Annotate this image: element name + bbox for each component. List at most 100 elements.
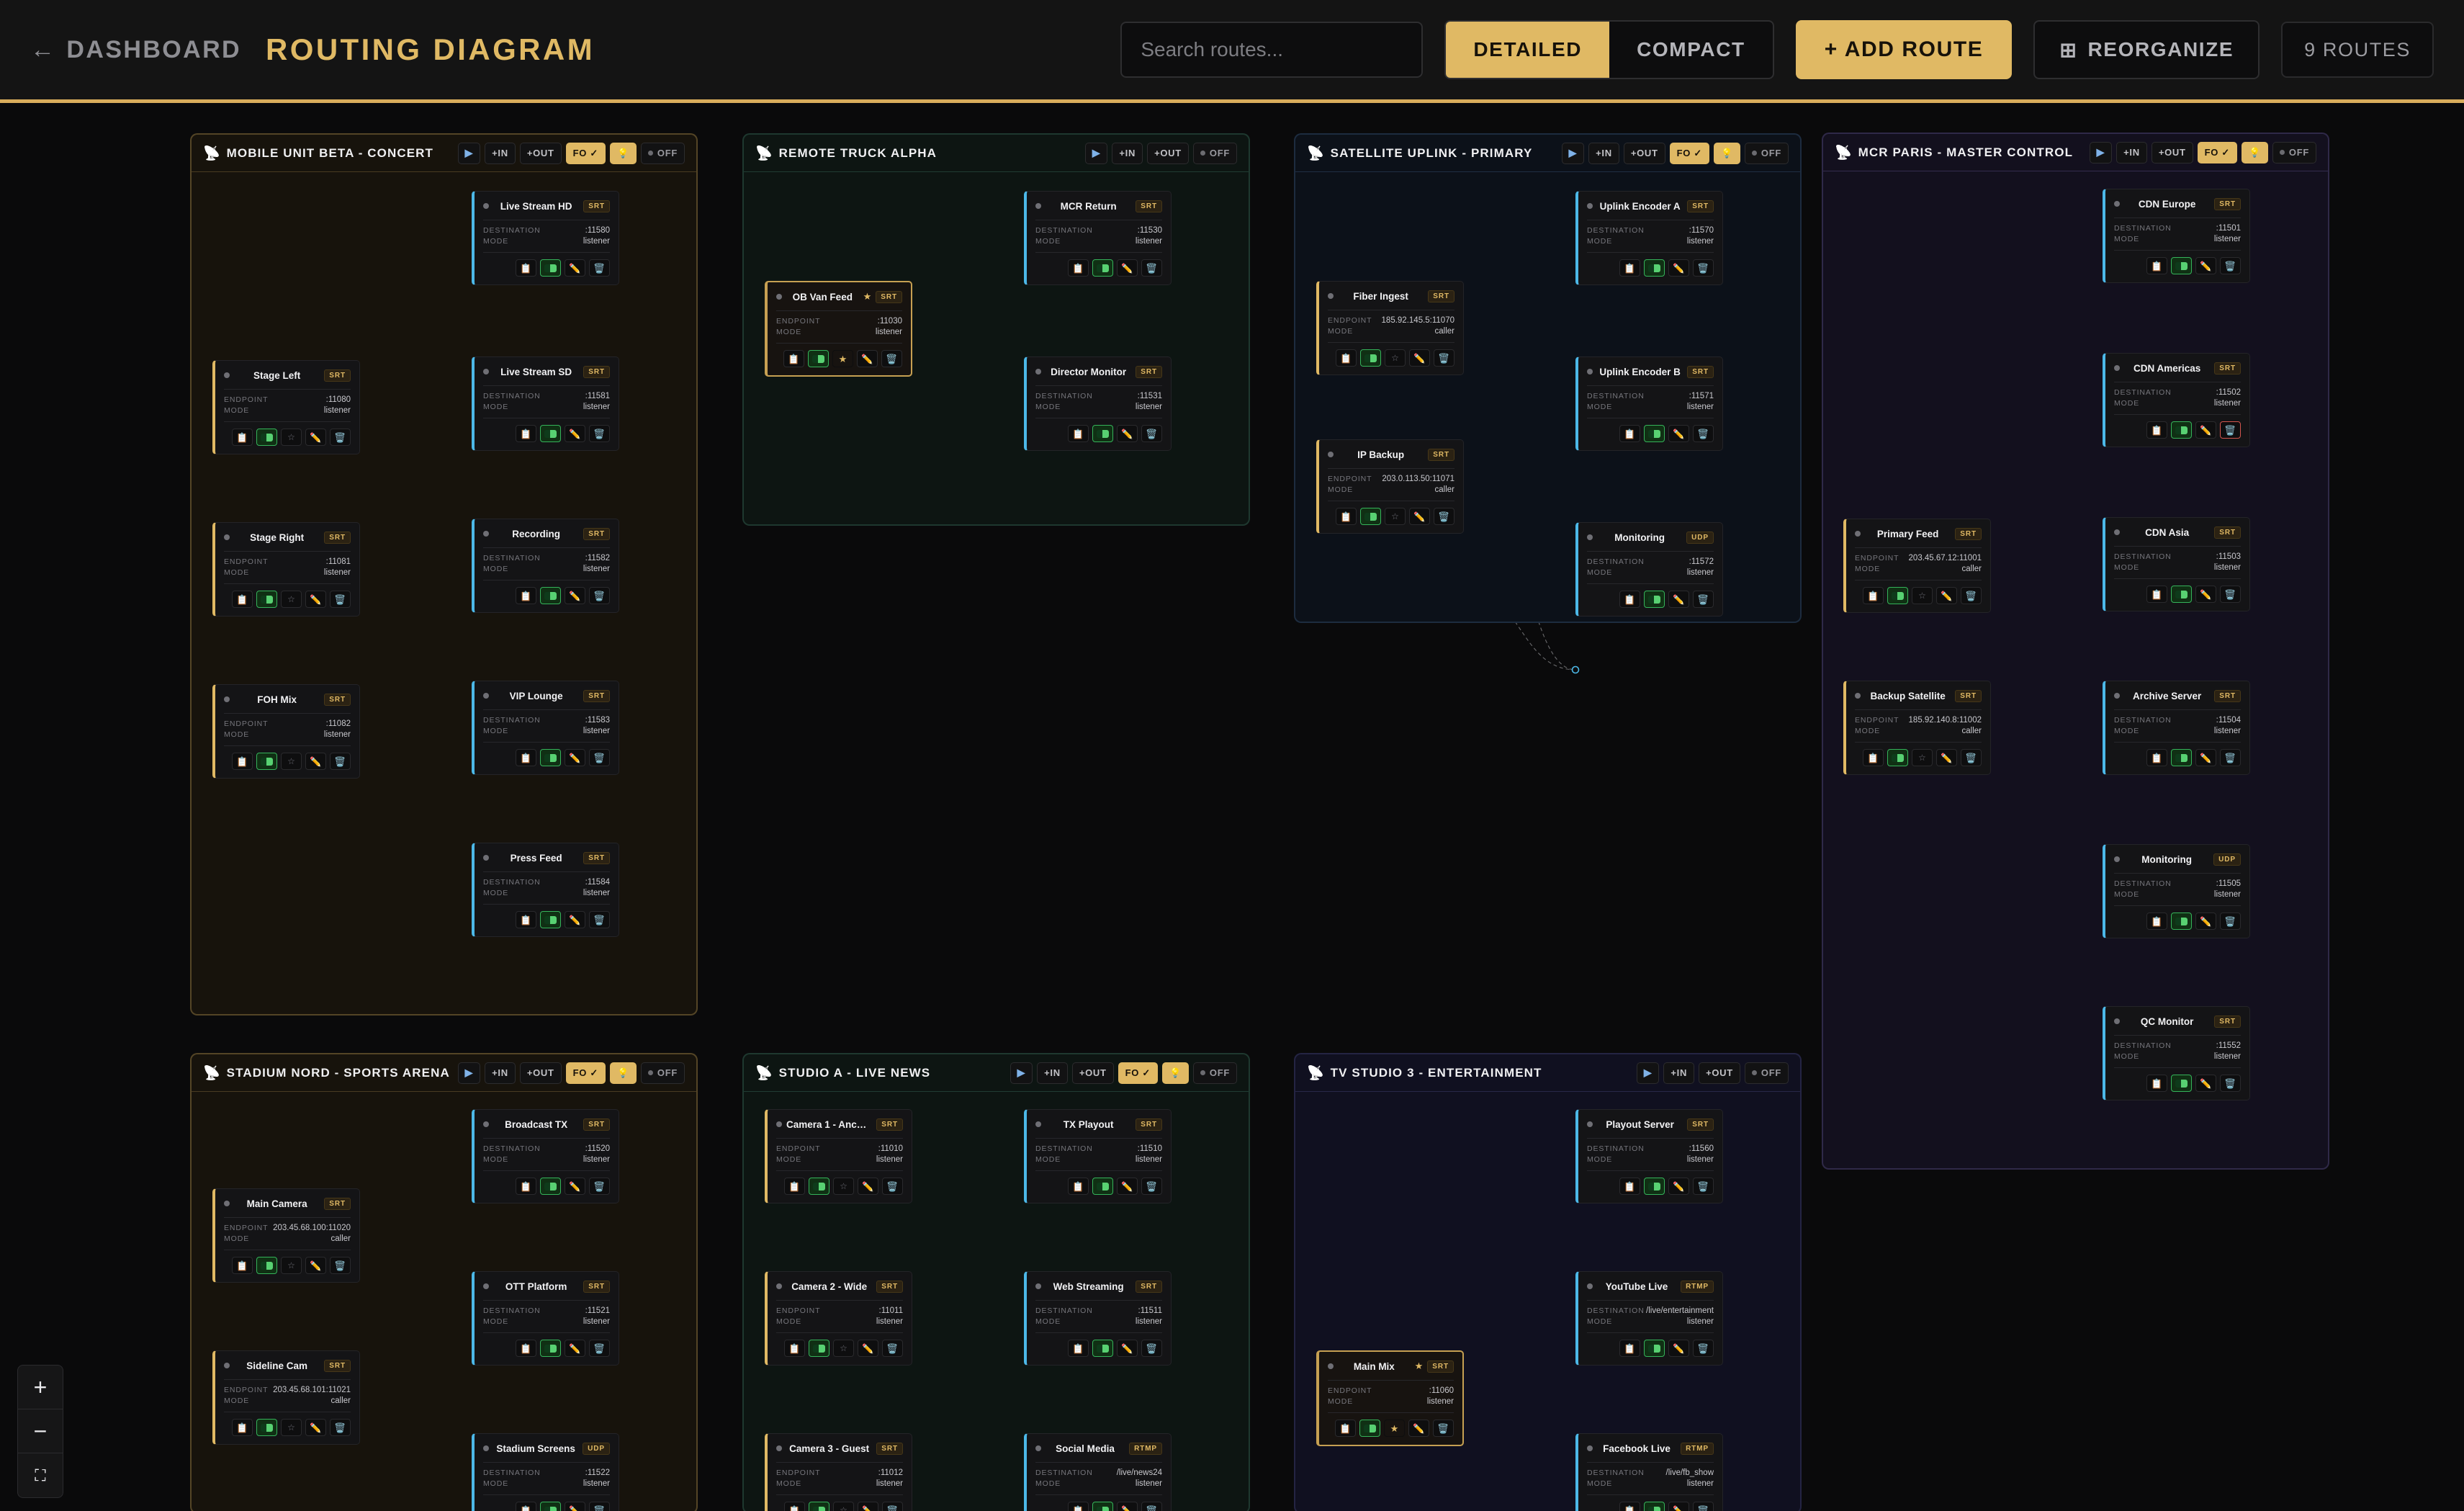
favorite-button[interactable]: ★: [832, 350, 853, 367]
destination-node-card[interactable]: CDN Americas SRT DESTINATION:11502 MODE list…: [2103, 353, 2250, 447]
copy-icon[interactable]: 📋: [2146, 913, 2167, 930]
delete-icon[interactable]: 🗑️: [589, 1502, 610, 1511]
play-button[interactable]: ▶: [1561, 142, 1585, 164]
destination-node-card[interactable]: Uplink Encoder B SRT DESTINATION:11571 MODE…: [1575, 357, 1723, 451]
source-node-card[interactable]: Main Mix ★ SRT ENDPOINT:11060 MODE listener 📋 ★…: [1316, 1350, 1464, 1446]
add-output-button[interactable]: +OUT: [1623, 142, 1665, 164]
add-input-button[interactable]: +IN: [1037, 1062, 1068, 1084]
favorite-button[interactable]: ☆: [833, 1178, 854, 1195]
delete-icon[interactable]: 🗑️: [589, 259, 610, 277]
copy-icon[interactable]: 📋: [1619, 1340, 1640, 1357]
enable-toggle[interactable]: [1644, 259, 1665, 277]
enable-toggle[interactable]: [808, 350, 829, 367]
edit-icon[interactable]: ✏️: [565, 587, 585, 604]
edit-icon[interactable]: ✏️: [1409, 349, 1430, 367]
source-node-card[interactable]: Camera 2 - Wide SRT ENDPOINT:11011 MODE list…: [765, 1271, 912, 1366]
enable-toggle[interactable]: [256, 1257, 277, 1274]
group-panel[interactable]: 📡 MCR PARIS - MASTER CONTROL ▶ +IN +OUT FO ✓ 💡…: [1822, 133, 2329, 1170]
edit-icon[interactable]: ✏️: [1668, 1340, 1689, 1357]
edit-icon[interactable]: ✏️: [858, 1502, 878, 1511]
delete-icon[interactable]: 🗑️: [2220, 913, 2241, 930]
enable-toggle[interactable]: [2171, 749, 2192, 766]
enable-toggle[interactable]: [1644, 1178, 1665, 1195]
enable-toggle[interactable]: [256, 591, 277, 608]
reorganize-button[interactable]: ⊞ REORGANIZE: [2033, 20, 2260, 79]
enable-toggle[interactable]: [1092, 425, 1113, 442]
enable-toggle[interactable]: [540, 1178, 561, 1195]
delete-icon[interactable]: 🗑️: [1141, 259, 1162, 277]
enable-toggle[interactable]: [1359, 1420, 1380, 1437]
copy-icon[interactable]: 📋: [516, 749, 536, 766]
delete-icon[interactable]: 🗑️: [2220, 421, 2241, 439]
favorite-button[interactable]: ☆: [1912, 587, 1933, 604]
source-node-card[interactable]: Main Camera SRT ENDPOINT 203.45.68.100:1102…: [212, 1188, 360, 1283]
source-node-card[interactable]: Backup Satellite SRT ENDPOINT 185.92.140.8:…: [1843, 681, 1991, 775]
source-node-card[interactable]: Fiber Ingest SRT ENDPOINT 185.92.145.5:1107…: [1316, 281, 1464, 375]
copy-icon[interactable]: 📋: [1863, 749, 1884, 766]
enable-toggle[interactable]: [2171, 257, 2192, 274]
enable-toggle[interactable]: [1092, 259, 1113, 277]
zoom-in-button[interactable]: +: [18, 1366, 63, 1409]
edit-icon[interactable]: ✏️: [1117, 259, 1138, 277]
copy-icon[interactable]: 📋: [516, 1340, 536, 1357]
edit-icon[interactable]: ✏️: [1117, 1502, 1138, 1511]
edit-icon[interactable]: ✏️: [1936, 749, 1957, 766]
edit-icon[interactable]: ✏️: [565, 749, 585, 766]
delete-icon[interactable]: 🗑️: [2220, 257, 2241, 274]
source-node-card[interactable]: FOH Mix SRT ENDPOINT:11082 MODE listener 📋 ☆ ✏️…: [212, 684, 360, 779]
edit-icon[interactable]: ✏️: [565, 911, 585, 928]
delete-icon[interactable]: 🗑️: [1693, 1502, 1714, 1511]
source-node-card[interactable]: Stage Left SRT ENDPOINT:11080 MODE listener 📋…: [212, 360, 360, 454]
enable-toggle[interactable]: [1092, 1340, 1113, 1357]
edit-icon[interactable]: ✏️: [565, 1178, 585, 1195]
destination-node-card[interactable]: Social Media RTMP DESTINATION/live/news24 M…: [1024, 1433, 1172, 1511]
group-panel[interactable]: 📡 SATELLITE UPLINK - PRIMARY ▶ +IN +OUT FO ✓ 💡…: [1294, 133, 1802, 623]
back-to-dashboard-link[interactable]: ← DASHBOARD: [30, 36, 241, 64]
edit-icon[interactable]: ✏️: [1117, 1340, 1138, 1357]
copy-icon[interactable]: 📋: [232, 429, 253, 446]
delete-icon[interactable]: 🗑️: [1434, 349, 1454, 367]
enable-toggle[interactable]: [256, 1419, 277, 1436]
delete-icon[interactable]: 🗑️: [2220, 586, 2241, 603]
edit-icon[interactable]: ✏️: [305, 1257, 326, 1274]
enable-toggle[interactable]: [1887, 749, 1908, 766]
destination-node-card[interactable]: Stadium Screens UDP DESTINATION:11522 MODE l…: [472, 1433, 619, 1511]
edit-icon[interactable]: ✏️: [2195, 257, 2216, 274]
copy-icon[interactable]: 📋: [783, 350, 804, 367]
destination-node-card[interactable]: CDN Asia SRT DESTINATION:11503 MODE listener…: [2103, 517, 2250, 611]
enable-toggle[interactable]: [540, 911, 561, 928]
copy-icon[interactable]: 📋: [1336, 349, 1357, 367]
search-input[interactable]: [1120, 22, 1424, 78]
copy-icon[interactable]: 📋: [1863, 587, 1884, 604]
source-node-card[interactable]: IP Backup SRT ENDPOINT 203.0.113.50:11071 MO…: [1316, 439, 1464, 534]
delete-icon[interactable]: 🗑️: [1693, 425, 1714, 442]
hint-bulb-icon[interactable]: 💡: [610, 142, 637, 164]
delete-icon[interactable]: 🗑️: [589, 425, 610, 442]
enable-toggle[interactable]: [1644, 1340, 1665, 1357]
power-off-button[interactable]: OFF: [1192, 142, 1237, 164]
failover-button[interactable]: FO ✓: [565, 1062, 606, 1084]
source-node-card[interactable]: Primary Feed SRT ENDPOINT 203.45.67.12:1100…: [1843, 519, 1991, 613]
enable-toggle[interactable]: [809, 1178, 829, 1195]
edit-icon[interactable]: ✏️: [2195, 749, 2216, 766]
power-off-button[interactable]: OFF: [1192, 1062, 1237, 1084]
enable-toggle[interactable]: [540, 587, 561, 604]
source-node-card[interactable]: Stage Right SRT ENDPOINT:11081 MODE listener…: [212, 522, 360, 616]
destination-node-card[interactable]: Facebook Live RTMP DESTINATION/live/fb_sho…: [1575, 1433, 1723, 1511]
copy-icon[interactable]: 📋: [1335, 1420, 1356, 1437]
enable-toggle[interactable]: [2171, 1075, 2192, 1092]
destination-node-card[interactable]: CDN Europe SRT DESTINATION:11501 MODE listen…: [2103, 189, 2250, 283]
favorite-button[interactable]: ☆: [1385, 508, 1406, 525]
edit-icon[interactable]: ✏️: [1936, 587, 1957, 604]
copy-icon[interactable]: 📋: [232, 753, 253, 770]
hint-bulb-icon[interactable]: 💡: [1714, 142, 1740, 164]
edit-icon[interactable]: ✏️: [565, 425, 585, 442]
edit-icon[interactable]: ✏️: [1668, 1502, 1689, 1511]
play-button[interactable]: ▶: [457, 142, 481, 164]
edit-icon[interactable]: ✏️: [1408, 1420, 1429, 1437]
failover-button[interactable]: FO ✓: [1669, 142, 1710, 164]
edit-icon[interactable]: ✏️: [305, 753, 326, 770]
destination-node-card[interactable]: TX Playout SRT DESTINATION:11510 MODE listen…: [1024, 1109, 1172, 1203]
fit-to-screen-button[interactable]: ⛶: [18, 1453, 63, 1497]
play-button[interactable]: ▶: [2089, 141, 2113, 163]
